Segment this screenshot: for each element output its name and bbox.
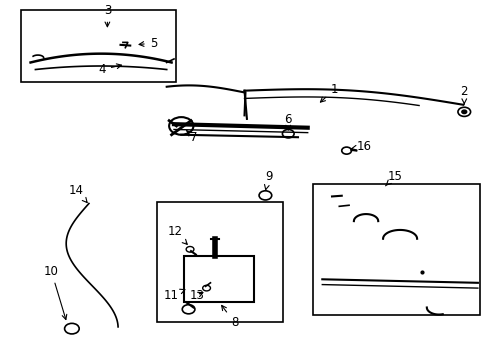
Text: 15: 15 <box>385 170 402 186</box>
Text: 9: 9 <box>264 170 272 190</box>
Circle shape <box>461 110 466 114</box>
Bar <box>312 184 479 315</box>
Text: 13: 13 <box>189 289 204 302</box>
Bar <box>157 202 283 321</box>
Text: 7: 7 <box>186 131 197 144</box>
Text: 10: 10 <box>44 265 67 320</box>
Text: 2: 2 <box>460 85 467 104</box>
Bar <box>21 10 176 82</box>
Text: 5: 5 <box>139 37 157 50</box>
Text: 14: 14 <box>69 184 87 203</box>
Text: 8: 8 <box>221 305 238 329</box>
Text: 4: 4 <box>98 63 121 76</box>
Text: 11: 11 <box>163 289 184 302</box>
Text: 6: 6 <box>284 113 291 130</box>
Text: 16: 16 <box>350 140 370 153</box>
Bar <box>183 256 254 302</box>
Text: 12: 12 <box>167 225 187 244</box>
Text: 1: 1 <box>320 83 338 102</box>
Text: 3: 3 <box>103 4 111 27</box>
